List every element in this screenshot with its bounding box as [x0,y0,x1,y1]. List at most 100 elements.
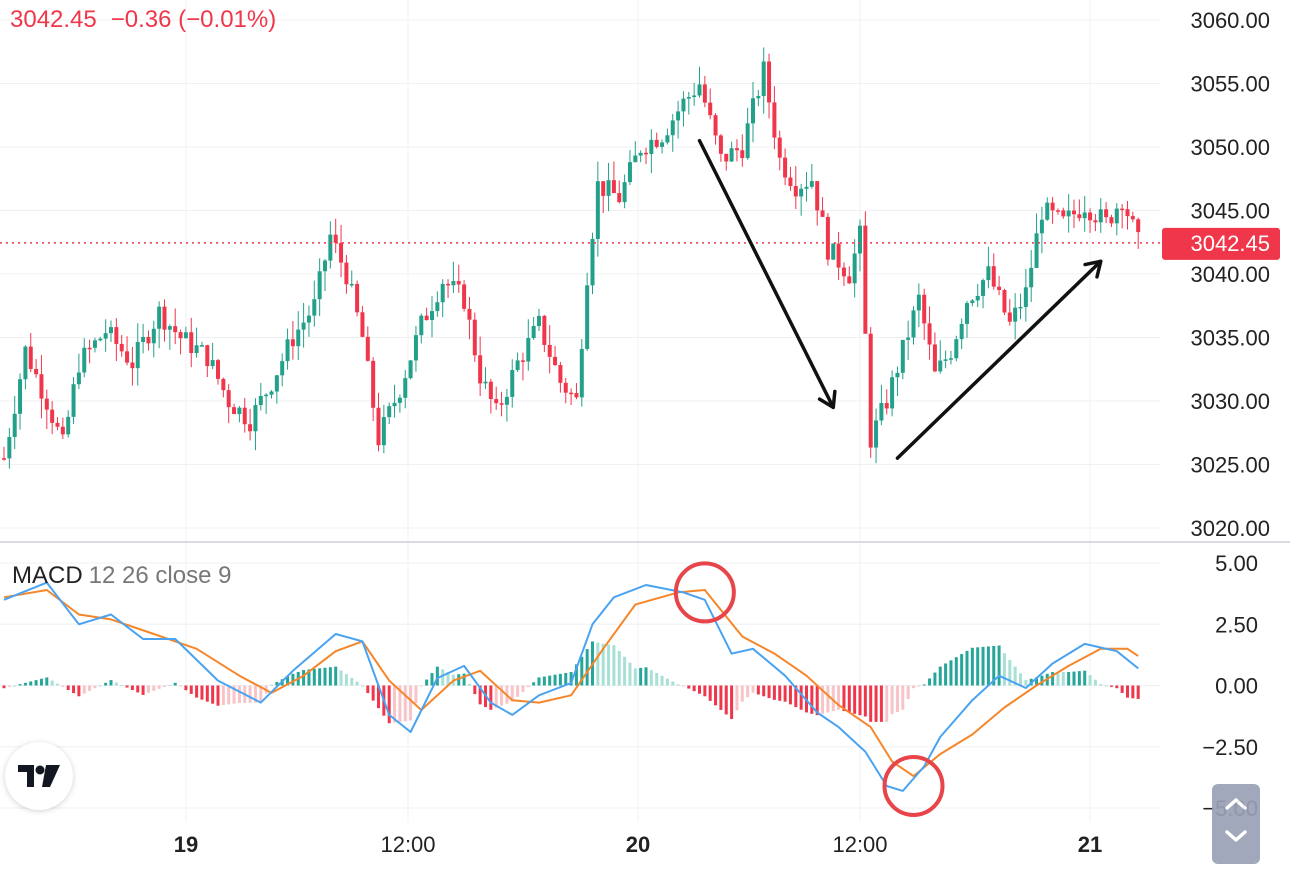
candle[interactable] [697,66,702,98]
candle[interactable] [114,318,119,361]
candle[interactable] [119,335,124,357]
candle[interactable] [831,243,836,261]
candle[interactable] [1072,199,1076,229]
candle[interactable] [611,161,616,194]
candle[interactable] [285,328,290,370]
candle[interactable] [76,353,81,390]
candle[interactable] [494,386,499,410]
candle[interactable] [157,301,162,349]
candle[interactable] [162,299,167,342]
candle[interactable] [323,259,327,292]
candle[interactable] [761,47,766,114]
candle[interactable] [547,325,552,374]
candle[interactable] [462,280,467,312]
candle[interactable] [39,355,44,419]
candle[interactable] [71,377,76,424]
candle[interactable] [884,389,889,415]
candle[interactable] [269,390,274,399]
drawing-annotations[interactable] [673,138,1103,817]
candle[interactable] [740,134,745,167]
candle[interactable] [349,270,354,288]
candle[interactable] [569,388,574,405]
candle[interactable] [1136,217,1141,249]
candle[interactable] [242,397,247,433]
candle[interactable] [676,100,681,139]
candle[interactable] [66,410,71,438]
candle[interactable] [793,166,798,210]
candle[interactable] [729,141,734,163]
price-axis[interactable]: 3060.00 3055.00 3050.00 3045.00 3040.00 3035.… [1162,8,1280,821]
candle[interactable] [1082,195,1087,232]
candle[interactable] [413,325,418,372]
candle[interactable] [60,417,65,440]
candle[interactable] [381,404,386,454]
candle[interactable] [306,305,311,337]
candle[interactable] [82,338,87,378]
candle[interactable] [906,320,911,360]
candle[interactable] [916,283,921,327]
candle[interactable] [397,394,402,413]
candle[interactable] [50,401,55,435]
candle[interactable] [467,296,472,340]
candle[interactable] [847,266,852,284]
candle[interactable] [2,446,6,461]
candle[interactable] [1045,197,1050,221]
candle[interactable] [585,272,590,351]
candle[interactable] [248,408,253,441]
candle[interactable] [681,91,686,127]
candle[interactable] [1002,288,1007,316]
candle[interactable] [686,91,691,115]
candle[interactable] [724,153,729,171]
candle[interactable] [863,211,868,335]
candle[interactable] [836,232,841,280]
candle[interactable] [772,86,777,150]
candle[interactable] [713,113,718,145]
candle[interactable] [767,53,772,119]
candle[interactable] [804,172,809,202]
candle[interactable] [274,374,279,404]
candle[interactable] [403,369,408,409]
time-axis[interactable]: 19 12:00 20 12:00 21 [174,832,1102,857]
candle[interactable] [526,319,531,371]
candle[interactable] [563,377,568,404]
candle[interactable] [237,405,242,423]
candle[interactable] [376,392,381,452]
candle[interactable] [1088,208,1093,233]
candle[interactable] [483,367,488,390]
highlight-circle[interactable] [673,561,736,624]
candle[interactable] [440,279,445,318]
candle[interactable] [189,317,194,368]
candle[interactable] [499,391,504,417]
candle[interactable] [1104,202,1109,224]
candle[interactable] [515,352,520,372]
candle[interactable] [756,89,761,107]
candle[interactable] [226,384,231,424]
candle[interactable] [932,332,937,373]
candle[interactable] [788,166,793,191]
candle[interactable] [601,181,606,213]
candle[interactable] [841,262,846,286]
trend-arrow[interactable] [895,259,1103,460]
candle[interactable] [430,296,434,338]
macd-pane[interactable] [2,581,1140,792]
candle[interactable] [34,359,39,378]
candle[interactable] [665,128,670,145]
candle[interactable] [617,180,622,204]
candle[interactable] [660,139,665,154]
candle[interactable] [55,417,60,431]
candle[interactable] [734,139,739,162]
candle[interactable] [333,218,338,254]
candle[interactable] [1098,198,1103,233]
candle[interactable] [745,107,750,160]
candle[interactable] [109,320,113,343]
scroll-to-latest-button[interactable] [1212,784,1260,864]
candle[interactable] [183,326,188,339]
candle[interactable] [970,299,975,307]
candle[interactable] [799,183,804,216]
candle[interactable] [948,350,953,365]
candle[interactable] [638,150,643,163]
candle[interactable] [1120,203,1125,229]
candle[interactable] [777,130,782,171]
candle[interactable] [1077,199,1082,222]
candle[interactable] [708,88,713,120]
